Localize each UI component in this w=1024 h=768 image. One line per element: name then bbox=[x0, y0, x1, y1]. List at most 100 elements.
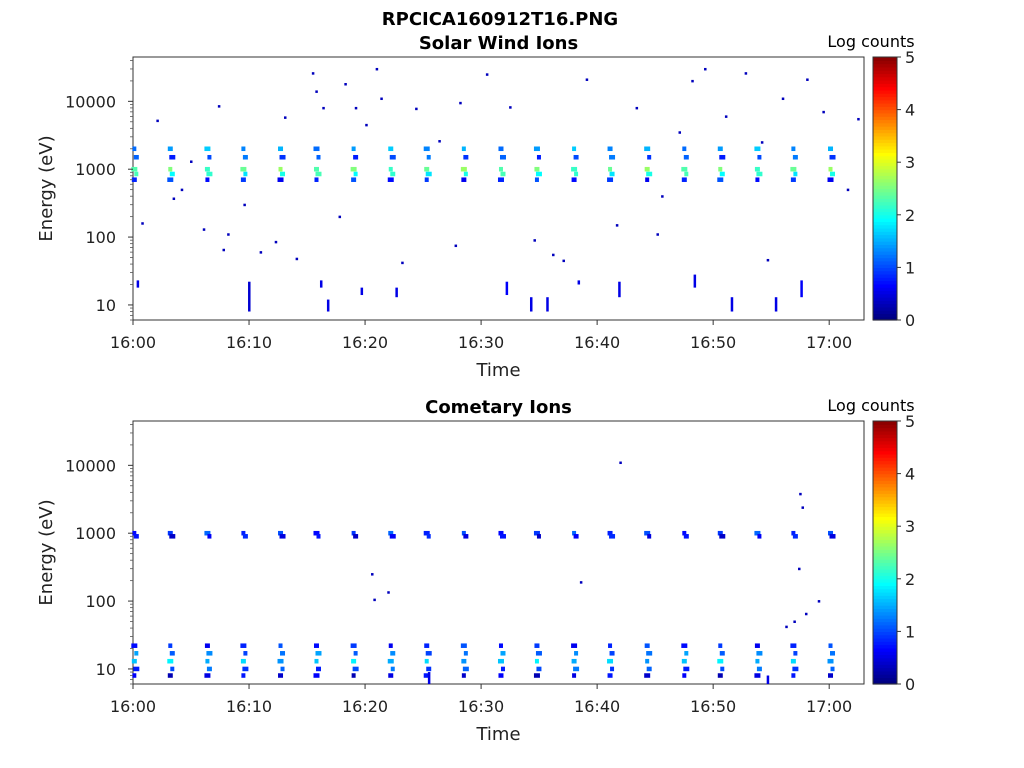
count-streak bbox=[505, 281, 509, 296]
colorbar-step bbox=[873, 224, 897, 229]
count-cell bbox=[463, 171, 468, 177]
count-streak bbox=[800, 280, 803, 298]
colorbar-step bbox=[873, 165, 897, 170]
count-point bbox=[172, 197, 176, 201]
count-cell bbox=[426, 154, 431, 160]
count-cell bbox=[277, 658, 284, 664]
count-cell bbox=[646, 666, 652, 672]
count-cell bbox=[572, 146, 577, 152]
count-cell bbox=[170, 666, 175, 672]
count-cell bbox=[168, 166, 173, 172]
colorbar-step bbox=[873, 529, 897, 534]
count-cell bbox=[755, 177, 760, 182]
count-cell bbox=[424, 166, 430, 172]
count-point bbox=[243, 203, 246, 207]
count-cell bbox=[754, 530, 761, 536]
count-cell bbox=[167, 530, 173, 536]
count-point bbox=[798, 567, 801, 571]
count-cell bbox=[461, 658, 467, 664]
count-cell bbox=[720, 666, 725, 672]
colorbar-step bbox=[873, 480, 897, 485]
colorbar-step bbox=[873, 214, 897, 219]
count-cell bbox=[131, 166, 138, 172]
colorbar-step bbox=[873, 112, 897, 117]
count-cell bbox=[571, 643, 578, 648]
count-cell bbox=[423, 530, 430, 536]
count-point bbox=[822, 110, 825, 114]
count-point bbox=[387, 591, 390, 594]
count-cell bbox=[755, 658, 760, 664]
count-point bbox=[373, 598, 376, 602]
count-cell bbox=[352, 666, 359, 672]
count-cell bbox=[243, 651, 248, 656]
count-point bbox=[156, 119, 159, 123]
colorbar-step bbox=[873, 76, 897, 81]
y-tick-label: 1000 bbox=[75, 524, 116, 543]
count-cell bbox=[498, 530, 504, 536]
count-point bbox=[781, 97, 785, 101]
count-cell bbox=[573, 534, 579, 539]
count-cell bbox=[607, 146, 613, 152]
count-cell bbox=[790, 177, 796, 182]
count-cell bbox=[460, 643, 467, 648]
colorbar-step bbox=[873, 598, 897, 603]
count-cell bbox=[754, 673, 761, 678]
colorbar-step bbox=[873, 463, 897, 468]
colorbar-step bbox=[873, 283, 897, 288]
count-point bbox=[678, 131, 682, 134]
colorbar-step bbox=[873, 611, 897, 616]
count-cell bbox=[681, 177, 687, 182]
count-cell bbox=[169, 651, 175, 656]
colorbar-step bbox=[873, 211, 897, 216]
colorbar-step bbox=[873, 122, 897, 127]
colorbar-step bbox=[873, 424, 897, 429]
count-cell bbox=[462, 666, 469, 672]
y-tick-label: 10000 bbox=[65, 92, 116, 111]
count-point bbox=[801, 506, 805, 509]
colorbar-label: Log counts bbox=[827, 396, 914, 415]
x-tick-label: 17:00 bbox=[806, 333, 852, 352]
colorbar-tick-label: 4 bbox=[905, 101, 915, 120]
count-point bbox=[202, 228, 206, 231]
count-cell bbox=[572, 673, 577, 678]
count-cell bbox=[204, 643, 210, 648]
count-cell bbox=[133, 666, 140, 672]
colorbar-tick-label: 3 bbox=[905, 517, 915, 536]
count-cell bbox=[351, 673, 356, 678]
count-cell bbox=[499, 534, 506, 539]
count-cell bbox=[646, 171, 653, 177]
count-point bbox=[459, 101, 462, 105]
count-point bbox=[338, 215, 342, 219]
colorbar-step bbox=[873, 103, 897, 107]
count-cell bbox=[425, 171, 432, 177]
count-point bbox=[217, 105, 221, 108]
colorbar-step bbox=[873, 264, 897, 268]
colorbar-step bbox=[873, 490, 897, 494]
count-cell bbox=[240, 177, 246, 182]
count-cell bbox=[571, 177, 577, 182]
count-cell bbox=[792, 154, 798, 160]
colorbar-step bbox=[873, 680, 897, 685]
colorbar-step bbox=[873, 303, 897, 308]
count-streak bbox=[248, 281, 251, 312]
count-cell bbox=[828, 530, 834, 536]
count-cell bbox=[609, 154, 616, 160]
count-point bbox=[180, 188, 184, 192]
count-cell bbox=[534, 658, 539, 664]
colorbar-step bbox=[873, 522, 897, 527]
count-cell bbox=[278, 673, 284, 678]
count-point bbox=[190, 160, 193, 163]
data-marks bbox=[131, 67, 860, 312]
colorbar-step bbox=[873, 664, 897, 669]
count-cell bbox=[719, 154, 726, 160]
colorbar-step bbox=[873, 624, 897, 629]
count-cell bbox=[133, 154, 139, 160]
colorbar-step bbox=[873, 152, 897, 157]
count-cell bbox=[205, 177, 210, 182]
count-point bbox=[259, 251, 263, 254]
y-tick-label: 10 bbox=[96, 660, 116, 679]
colorbar-step bbox=[873, 306, 897, 311]
colorbar-step bbox=[873, 582, 897, 586]
count-cell bbox=[205, 658, 210, 664]
